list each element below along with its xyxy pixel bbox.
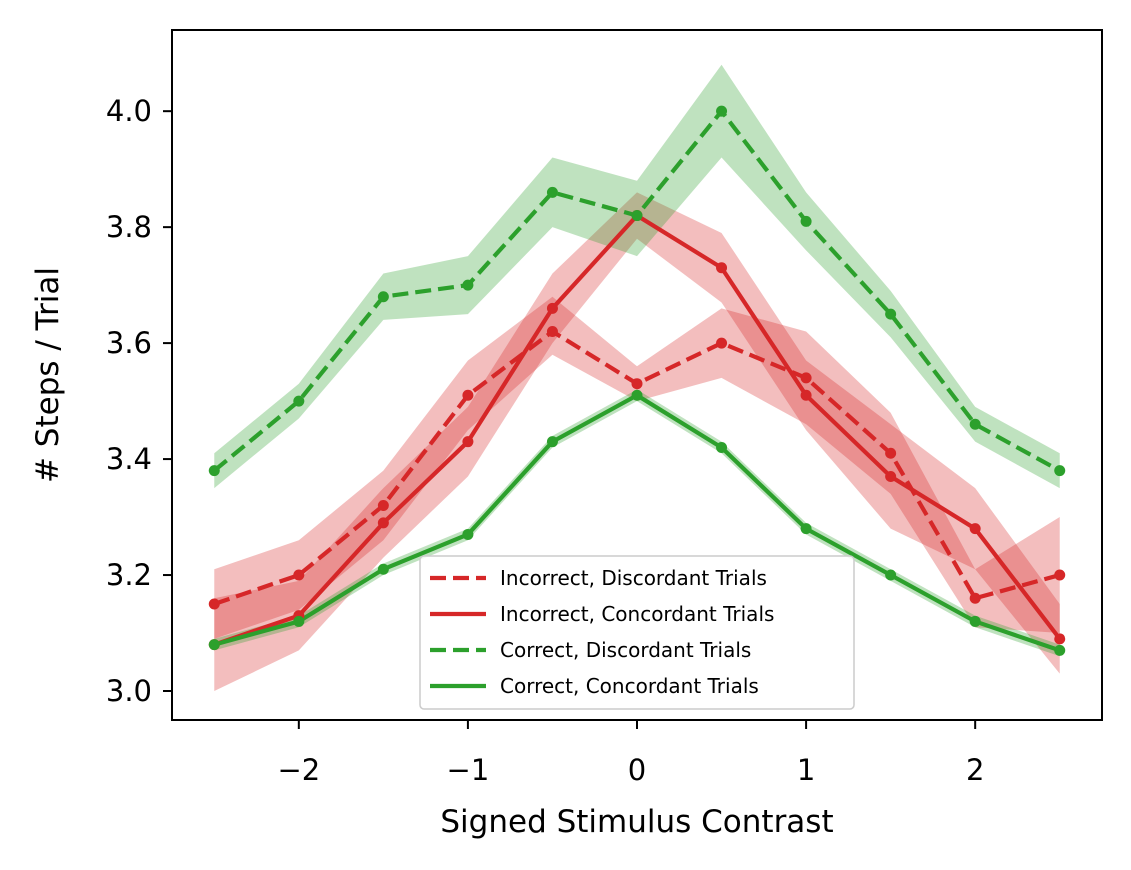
point-correct-discordant-trials — [800, 215, 812, 227]
point-correct-discordant-trials — [377, 291, 389, 303]
legend-box — [419, 555, 855, 710]
y-tick-label: 3.4 — [106, 442, 152, 476]
point-incorrect-discordant-trials — [969, 592, 981, 604]
point-incorrect-discordant-trials — [885, 447, 897, 459]
legend-label: Incorrect, Concordant Trials — [500, 602, 774, 626]
point-correct-concordant-trials — [546, 436, 558, 448]
point-incorrect-concordant-trials — [885, 470, 897, 482]
y-axis-label: # Steps / Trial — [30, 267, 66, 483]
point-incorrect-discordant-trials — [716, 337, 728, 349]
y-axis: 3.0 3.2 3.4 3.6 3.8 4.0 — [106, 94, 172, 708]
legend: Incorrect, Discordant Trials Incorrect, C… — [419, 555, 855, 710]
point-incorrect-discordant-trials — [546, 326, 558, 338]
point-correct-discordant-trials — [293, 395, 305, 407]
band-incorrect-concordant-trials — [214, 192, 1060, 692]
y-tick-label: 3.2 — [106, 558, 152, 592]
point-correct-concordant-trials — [1054, 644, 1066, 656]
point-incorrect-discordant-trials — [631, 378, 643, 390]
point-incorrect-discordant-trials — [1054, 569, 1066, 581]
point-correct-discordant-trials — [885, 308, 897, 320]
point-incorrect-discordant-trials — [800, 372, 812, 384]
point-correct-discordant-trials — [716, 105, 728, 117]
point-incorrect-discordant-trials — [208, 598, 220, 610]
point-incorrect-concordant-trials — [546, 302, 558, 314]
x-axis-label: Signed Stimulus Contrast — [440, 804, 833, 840]
point-incorrect-concordant-trials — [716, 262, 728, 274]
legend-label: Correct, Concordant Trials — [500, 674, 759, 698]
band-correct-discordant-trials — [214, 64, 1060, 489]
point-incorrect-concordant-trials — [800, 389, 812, 401]
confidence-bands — [214, 64, 1060, 692]
point-correct-concordant-trials — [969, 615, 981, 627]
point-correct-concordant-trials — [716, 441, 728, 453]
point-correct-concordant-trials — [208, 639, 220, 651]
point-correct-discordant-trials — [1054, 465, 1066, 477]
point-incorrect-concordant-trials — [462, 436, 474, 448]
point-correct-discordant-trials — [969, 418, 981, 430]
x-tick-label: 0 — [628, 753, 646, 787]
x-tick-label: 1 — [797, 753, 815, 787]
y-tick-label: 3.6 — [106, 326, 152, 360]
point-correct-concordant-trials — [377, 563, 389, 575]
x-tick-label: 2 — [966, 753, 984, 787]
series-markers — [208, 105, 1066, 656]
point-correct-concordant-trials — [631, 389, 643, 401]
point-correct-concordant-trials — [800, 523, 812, 535]
x-tick-label: −1 — [447, 753, 490, 787]
point-incorrect-discordant-trials — [293, 569, 305, 581]
point-incorrect-concordant-trials — [969, 523, 981, 535]
y-tick-label: 3.0 — [106, 674, 152, 708]
point-incorrect-discordant-trials — [462, 389, 474, 401]
point-correct-discordant-trials — [208, 465, 220, 477]
y-tick-label: 4.0 — [106, 94, 152, 128]
x-tick-label: −2 — [277, 753, 320, 787]
x-axis: −2 −1 0 1 2 — [277, 720, 984, 787]
band-incorrect-discordant-trials — [214, 296, 1060, 639]
point-incorrect-concordant-trials — [377, 517, 389, 529]
point-correct-concordant-trials — [885, 569, 897, 581]
point-correct-concordant-trials — [462, 528, 474, 540]
point-incorrect-concordant-trials — [1054, 633, 1066, 645]
point-correct-discordant-trials — [631, 210, 643, 222]
point-correct-concordant-trials — [293, 615, 305, 627]
point-incorrect-discordant-trials — [377, 499, 389, 511]
legend-label: Correct, Discordant Trials — [500, 638, 751, 662]
y-tick-label: 3.8 — [106, 210, 152, 244]
point-correct-discordant-trials — [462, 279, 474, 291]
legend-label: Incorrect, Discordant Trials — [500, 566, 767, 590]
point-correct-discordant-trials — [546, 186, 558, 198]
